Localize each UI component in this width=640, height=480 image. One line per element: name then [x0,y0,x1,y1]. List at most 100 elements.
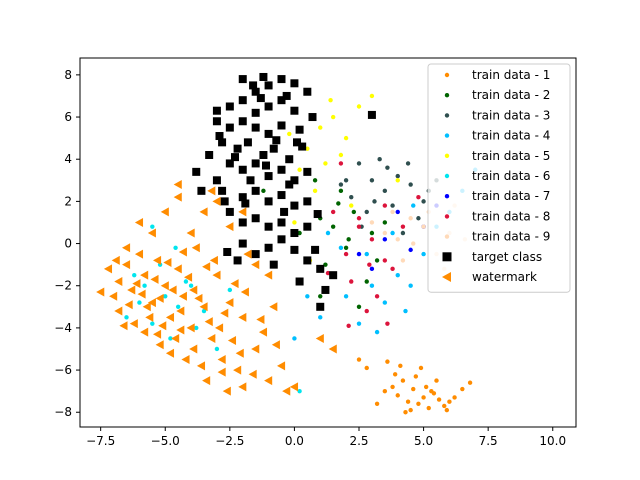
legend-label-4: train data - 4 [472,129,550,143]
point-s11-68 [184,272,193,282]
point-s6-12 [150,224,155,229]
point-s11-46 [212,196,221,206]
point-s8-7 [364,308,369,314]
point-s11-21 [238,312,247,322]
point-s6-10 [168,336,173,341]
point-s10-7 [225,102,234,111]
point-s11-70 [209,255,218,265]
point-s10-39 [290,201,299,210]
point-s3-1 [356,161,362,166]
point-s10-11 [277,96,286,105]
point-s11-50 [264,270,273,280]
x-tick-label-1: −7.5 [86,434,115,448]
point-s10-73 [205,150,214,159]
point-s9-11 [390,209,395,215]
point-s9-5 [421,224,426,229]
point-s5-6 [338,152,344,158]
point-s10-14 [225,123,234,132]
point-s5-11 [395,178,400,183]
point-s11-81 [248,369,257,379]
point-s10-44 [264,222,273,231]
point-s8-18 [325,270,331,276]
legend-label-6: train data - 6 [472,169,550,183]
point-s10-50 [264,243,273,252]
point-s6-18 [173,245,178,250]
point-s10-60 [316,302,325,311]
point-s10-71 [256,94,265,103]
point-s5-16 [287,131,292,137]
point-s5-10 [323,161,328,166]
point-s2-9 [312,178,318,183]
point-s11-74 [142,302,151,312]
point-s6-4 [163,294,168,299]
point-s1-24 [403,410,408,415]
point-s11-26 [269,302,278,312]
point-s4-4 [343,294,349,299]
point-s10-67 [246,176,255,185]
point-s5-1 [305,146,310,151]
legend-marker-3 [444,113,450,118]
point-s11-28 [282,386,291,396]
point-s11-86 [176,325,185,335]
point-s1-25 [444,407,450,413]
point-s11-17 [212,270,221,280]
point-s10-82 [249,81,258,90]
point-s11-2 [114,277,123,287]
point-s6-3 [150,321,155,326]
point-s1-15 [408,407,413,413]
point-s10-64 [259,72,268,81]
point-s11-27 [277,361,286,371]
y-tick-label-8: 6 [64,110,72,124]
point-s10-26 [298,142,307,151]
point-s2-7 [323,262,328,267]
point-s10-23 [259,150,268,159]
point-s10-5 [290,79,299,88]
y-tick-label-4: −2 [54,279,72,293]
point-s3-19 [372,199,377,204]
point-s11-67 [163,258,172,268]
point-s3-18 [338,182,344,187]
point-s1-30 [418,365,424,371]
point-s6-16 [227,287,233,293]
legend-marker-1 [444,72,450,78]
legend-marker-11 [442,272,451,282]
point-s7-5 [369,266,375,272]
legend-label-5: train data - 5 [472,149,550,163]
legend-marker-10 [442,252,452,262]
point-s6-1 [124,315,129,320]
point-s10-16 [251,123,260,132]
point-s11-8 [153,255,162,265]
point-s2-4 [343,245,349,250]
legend-marker-9 [444,234,450,239]
point-s11-44 [186,228,195,238]
x-tick-label-5: 2.5 [349,434,368,448]
point-s11-75 [158,321,167,331]
point-s3-7 [364,209,369,215]
point-s2-17 [374,258,380,263]
point-s11-30 [129,319,138,329]
point-s10-78 [280,207,289,216]
legend-label-7: train data - 7 [472,189,550,203]
point-s4-19 [292,336,297,341]
point-s3-3 [382,188,388,194]
point-s9-9 [400,258,406,263]
point-s6-15 [297,388,302,394]
point-s10-58 [295,277,304,286]
point-s10-70 [285,180,294,189]
point-s2-15 [356,304,362,310]
point-s11-45 [199,207,208,217]
y-tick-label-6: 2 [64,194,72,208]
point-s1-16 [392,372,398,377]
point-s11-72 [111,255,120,265]
x-axis: −7.5 −5.0 −2.5 0.0 2.5 5.0 7.5 10.0 [86,427,566,448]
point-s10-37 [264,197,273,206]
point-s10-79 [313,210,322,219]
point-s8-2 [356,224,362,229]
point-s10-2 [251,87,260,96]
point-s11-85 [153,329,162,339]
point-s8-3 [369,237,375,242]
point-s10-10 [264,102,273,111]
point-s11-25 [264,376,273,386]
point-s11-47 [225,222,234,232]
point-s11-15 [199,302,208,312]
